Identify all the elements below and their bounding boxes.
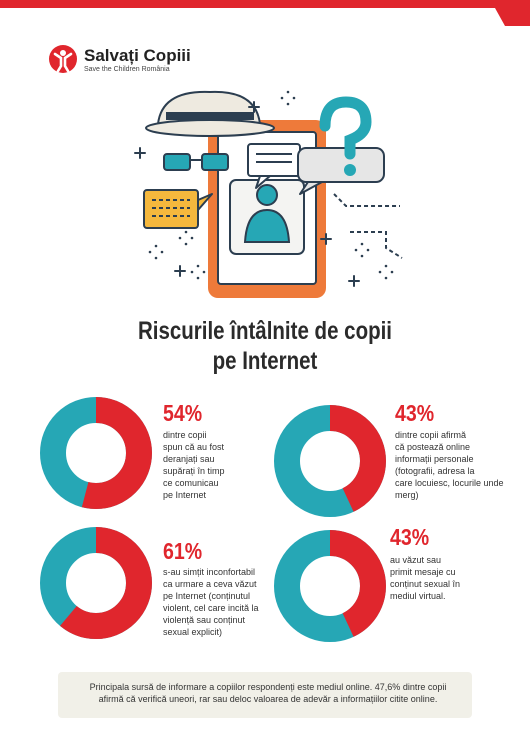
donut-value-arc bbox=[40, 397, 152, 509]
stat-2-donut bbox=[274, 405, 386, 517]
online-risk-illustration bbox=[134, 90, 403, 298]
header-red-band bbox=[0, 0, 530, 26]
stat-2-line-5: care locuiesc, locurile unde merg) bbox=[395, 478, 504, 500]
stat-3-percent: 61% bbox=[163, 538, 203, 564]
stat-3-line-6: sexual explicit) bbox=[163, 627, 223, 637]
page-title-line-1: Riscurile întâlnite de copii bbox=[137, 317, 393, 345]
donut-value-arc bbox=[274, 530, 386, 642]
stat-3-line-4: violent, cel care incită la bbox=[163, 603, 259, 613]
stat-3-donut bbox=[40, 527, 152, 639]
stat-2-line-4: (fotografii, adresa la bbox=[395, 466, 475, 476]
stat-4-donut bbox=[274, 530, 386, 642]
footer-note: Principala sursă de informare a copiilor… bbox=[58, 672, 472, 718]
stat-1-donut bbox=[40, 397, 152, 509]
stat-4-line-1: au văzut sau bbox=[390, 555, 442, 565]
stat-3-line-3: pe Internet (conținutul bbox=[163, 591, 251, 601]
footer-note-line-2: afirmă că verifică uneori, rar sau deloc… bbox=[98, 694, 438, 704]
donut-value-arc bbox=[274, 405, 386, 517]
stat-4-description: au văzut sau primit mesaje cu conținut s… bbox=[390, 554, 490, 602]
stat-2-percent: 43% bbox=[395, 400, 435, 426]
logo-subtitle: Save the Children România bbox=[84, 66, 170, 73]
page-title: Riscurile întâlnite de copii pe Internet bbox=[48, 316, 483, 376]
stat-1-line-1: dintre copii bbox=[163, 430, 207, 440]
stat-1-line-5: ce comunicau bbox=[163, 478, 219, 488]
stat-1-line-2: spun că au fost bbox=[163, 442, 225, 452]
stat-2-description: dintre copii afirmă că postează online i… bbox=[395, 429, 505, 501]
stat-3-line-2: ca urmare a ceva văzut bbox=[163, 579, 257, 589]
stat-1-line-4: supărați în timp bbox=[163, 466, 225, 476]
logo-emblem-icon bbox=[49, 45, 77, 73]
stat-2-line-1: dintre copii afirmă bbox=[395, 430, 467, 440]
donut-value-arc bbox=[40, 527, 152, 639]
stat-1-line-3: deranjați sau bbox=[163, 454, 215, 464]
stat-2-line-2: că postează online bbox=[395, 442, 471, 452]
stat-4-line-2: primit mesaje cu bbox=[390, 567, 456, 577]
stat-1-percent: 54% bbox=[163, 400, 203, 426]
stat-3-line-5: violență sau conținut bbox=[163, 615, 246, 625]
logo-name: Salvați Copiii bbox=[84, 46, 191, 65]
page-title-line-2: pe Internet bbox=[212, 347, 318, 375]
stat-1-description: dintre copii spun că au fost deranjați s… bbox=[163, 429, 258, 501]
footer-note-line-1: Principala sursă de informare a copiilor… bbox=[89, 682, 447, 692]
stat-4-percent: 43% bbox=[390, 524, 430, 550]
stat-3-line-1: s-au simțit inconfortabil bbox=[163, 567, 256, 577]
stat-2-line-3: informații personale bbox=[395, 454, 474, 464]
stat-4-line-4: mediul virtual. bbox=[390, 591, 446, 601]
stat-1-line-6: pe Internet bbox=[163, 490, 207, 500]
organization-logo: Salvați Copiii Save the Children România bbox=[48, 44, 208, 84]
stat-4-line-3: conținut sexual în bbox=[390, 579, 461, 589]
stat-3-description: s-au simțit inconfortabil ca urmare a ce… bbox=[163, 566, 273, 638]
